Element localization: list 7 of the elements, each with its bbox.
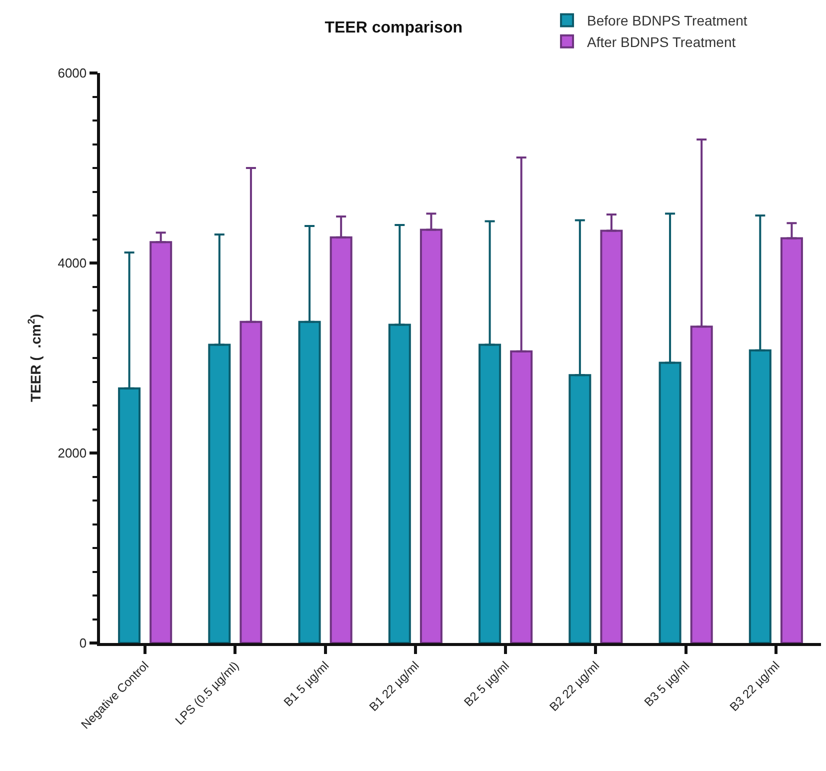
y-tick-label: 2000 <box>58 446 87 461</box>
legend-label: After BDNPS Treatment <box>587 34 736 50</box>
y-tick-label: 0 <box>79 636 87 651</box>
chart-title: TEER comparison <box>324 20 463 37</box>
y-tick-label: 6000 <box>58 66 87 81</box>
legend-label: Before BDNPS Treatment <box>587 12 748 29</box>
y-tick-label: 4000 <box>58 256 87 271</box>
